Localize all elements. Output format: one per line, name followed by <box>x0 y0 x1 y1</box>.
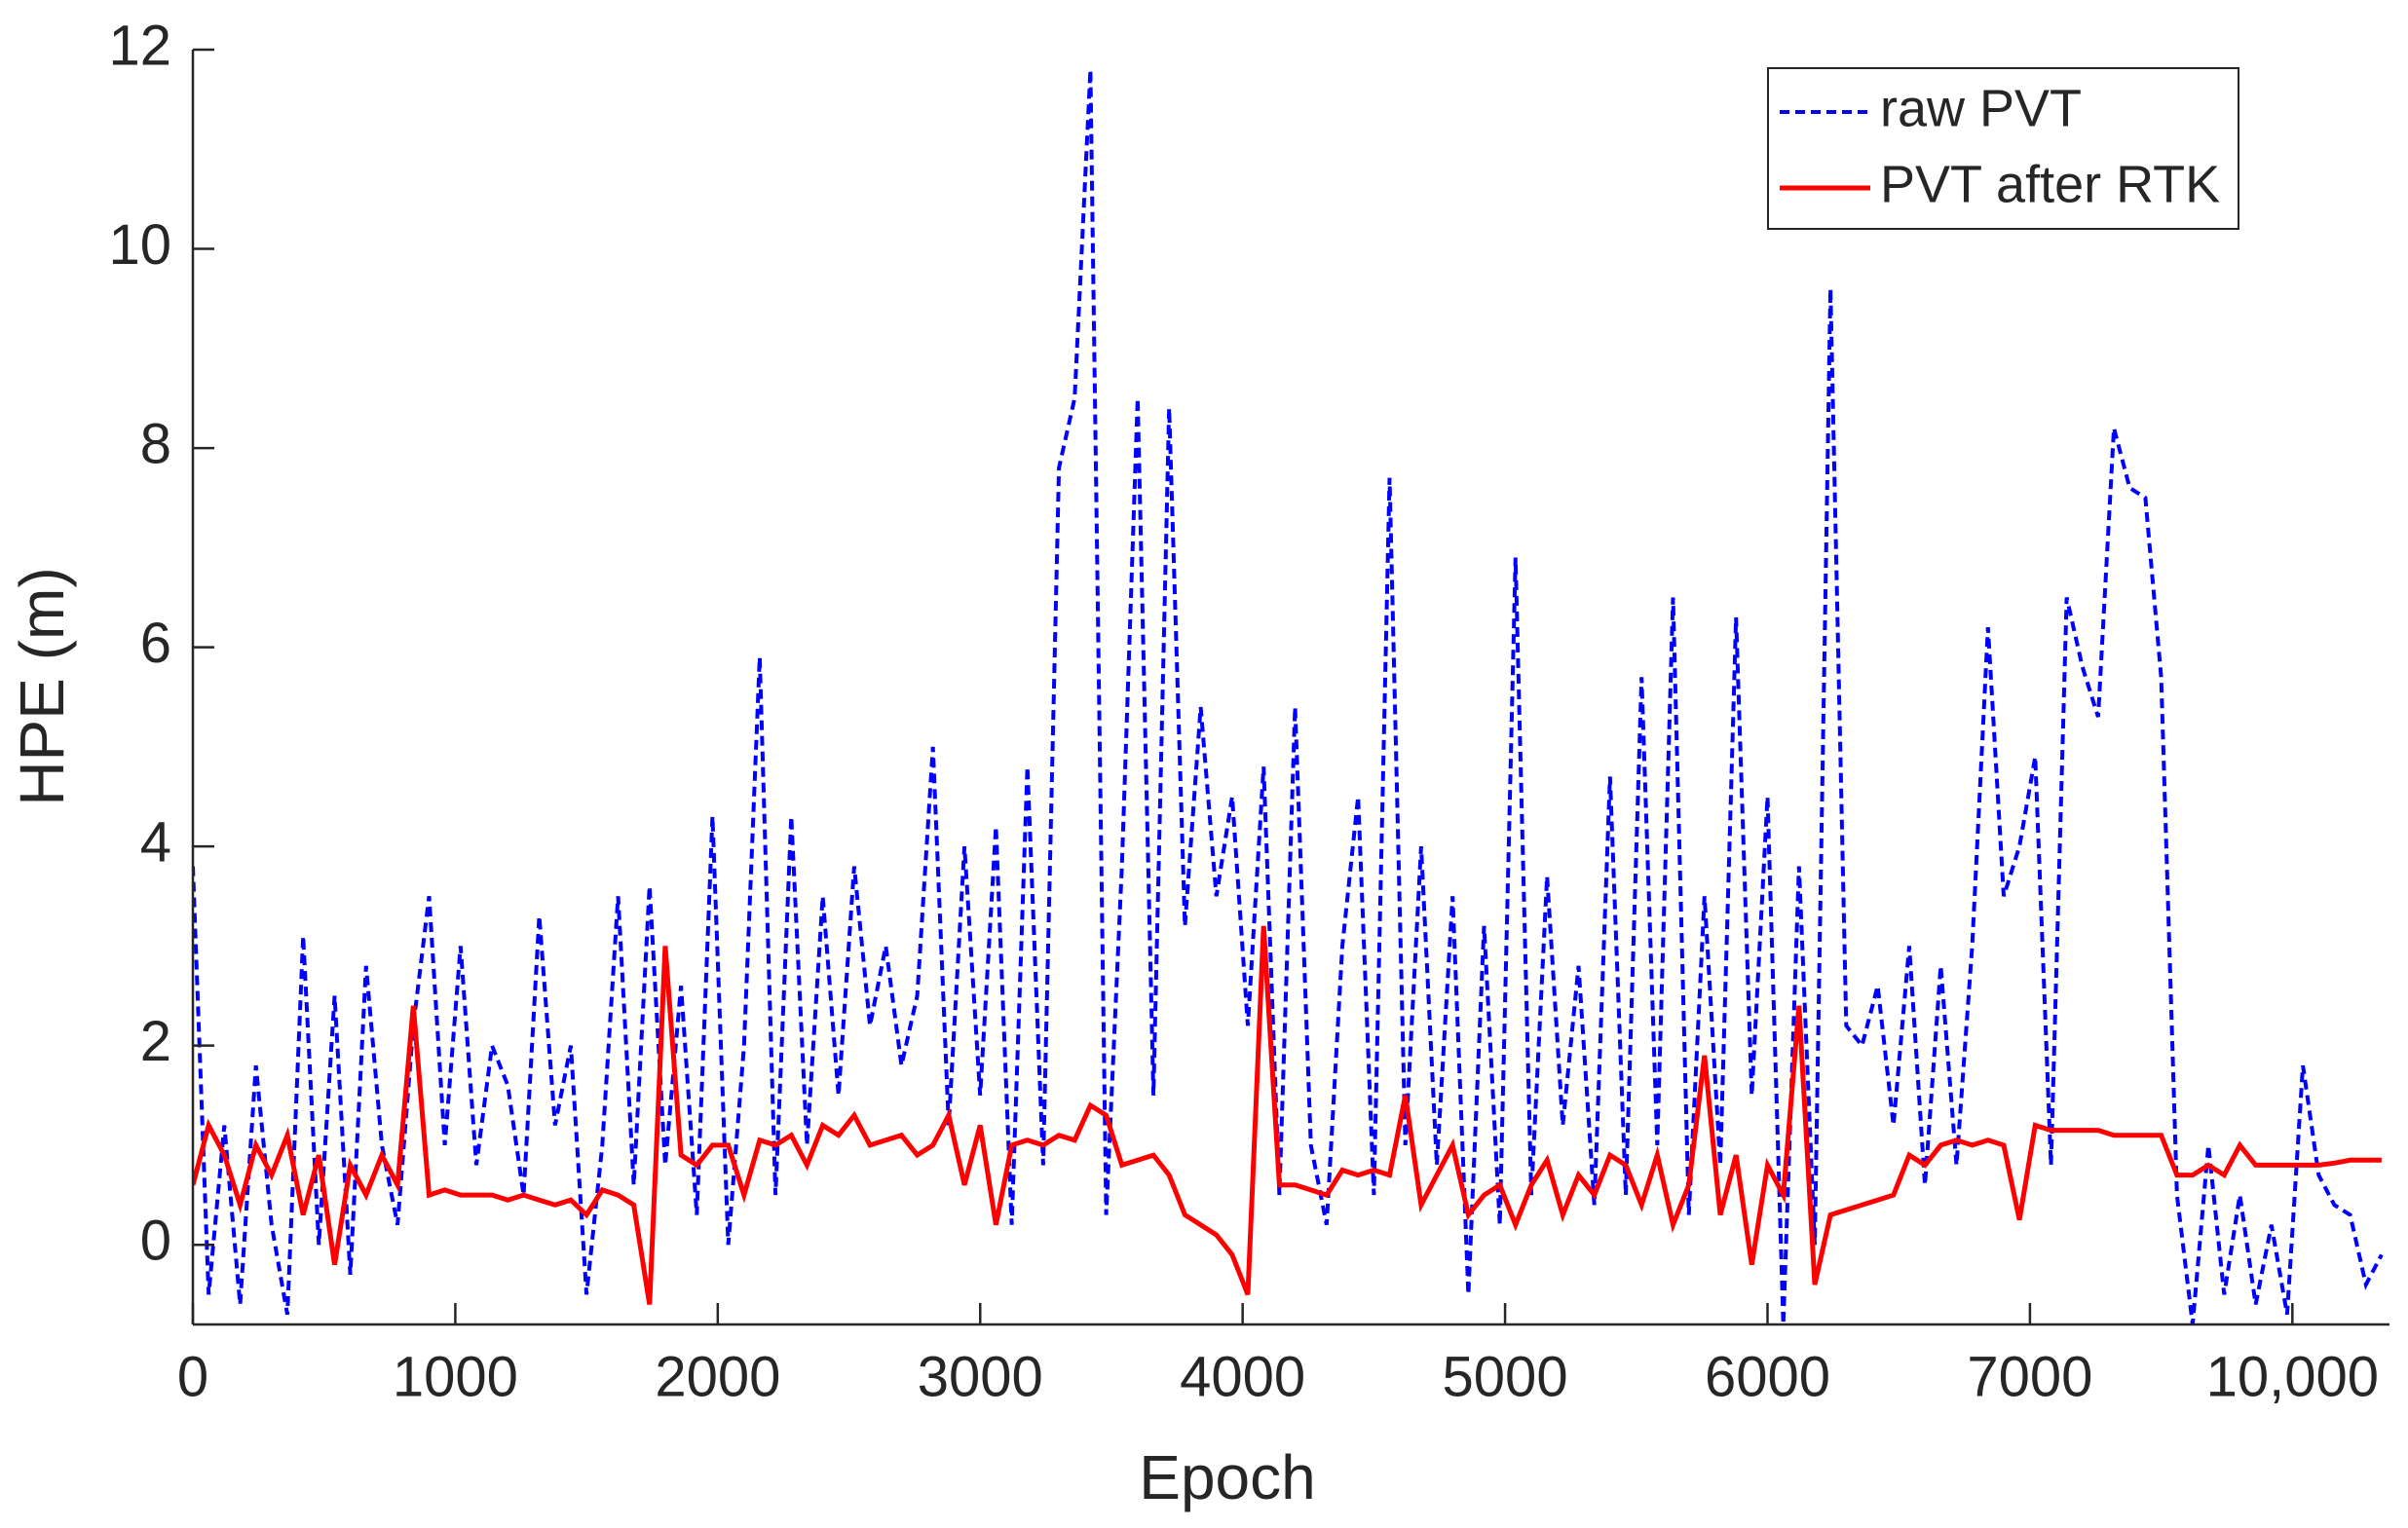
data-line <box>193 925 2382 1305</box>
x-tick-label: 7000 <box>1967 1345 2092 1408</box>
y-tick-label: 12 <box>108 14 171 77</box>
y-tick-label: 2 <box>140 1010 171 1073</box>
x-tick-label: 5000 <box>1443 1345 1568 1408</box>
x-tick-label: 4000 <box>1180 1345 1305 1408</box>
x-tick-label: 1000 <box>393 1345 518 1408</box>
y-tick-label: 0 <box>140 1210 171 1273</box>
x-tick-label: 2000 <box>655 1345 780 1408</box>
y-tick-label: 10 <box>108 213 171 277</box>
y-tick-label: 8 <box>140 412 171 475</box>
x-tick-label: 6000 <box>1705 1345 1830 1408</box>
y-axis-label: HPE (m) <box>7 567 77 805</box>
x-tick-label: 10,000 <box>2206 1345 2379 1408</box>
data-line <box>193 69 2384 1324</box>
x-tick-label: 0 <box>177 1345 208 1408</box>
legend-box <box>1767 67 2239 230</box>
y-tick-label: 6 <box>140 612 171 675</box>
y-tick-label: 4 <box>140 810 171 874</box>
x-axis-label: Epoch <box>1139 1442 1315 1512</box>
legend-label: PVT after RTK <box>1880 155 2220 213</box>
legend-label: raw PVT <box>1880 79 2082 137</box>
x-tick-label: 3000 <box>918 1345 1043 1408</box>
